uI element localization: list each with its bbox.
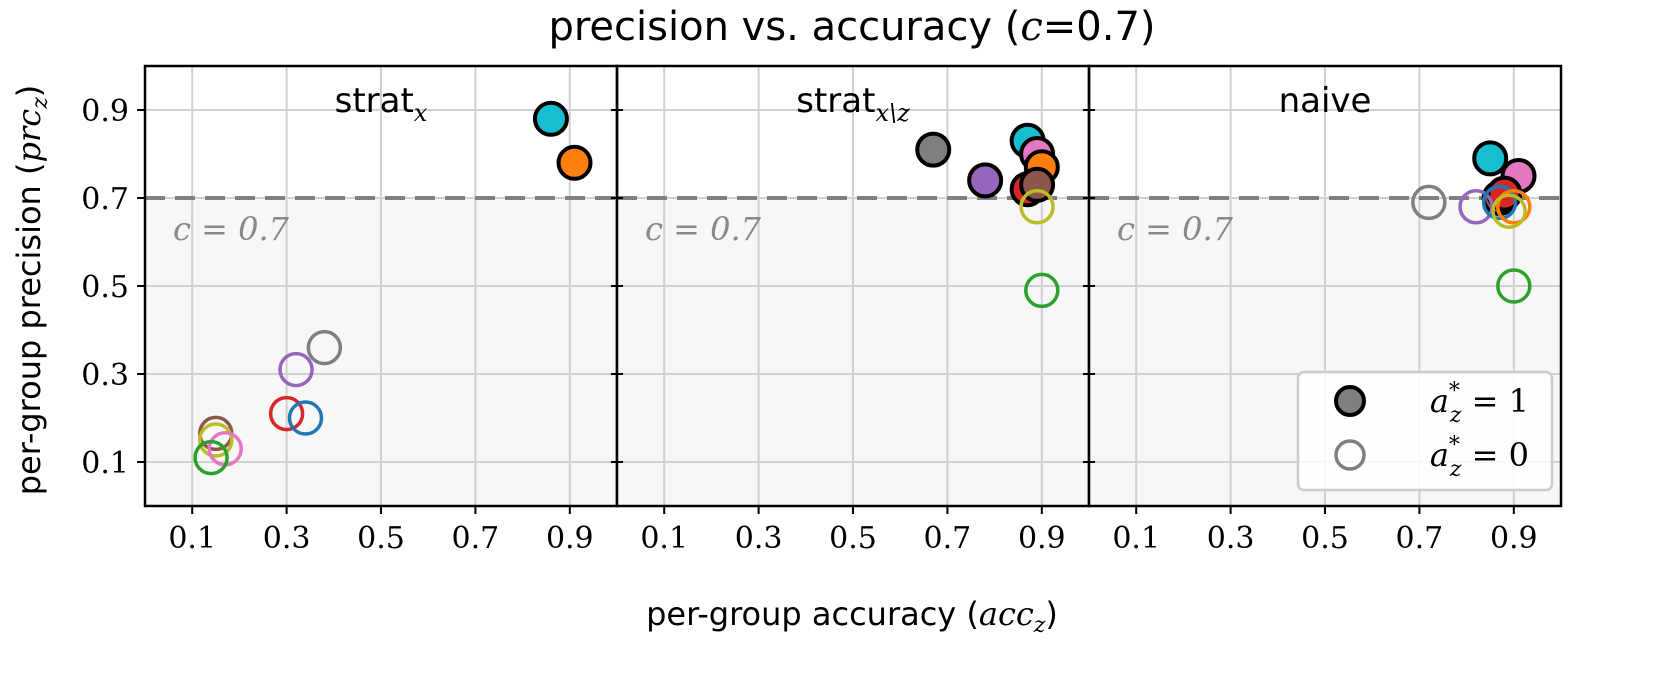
legend-label-hollow: a* z = 0 — [1430, 433, 1529, 482]
x-tick-label-4: 0.7 — [1396, 521, 1444, 556]
x-tick-label-2: 0.3 — [1207, 521, 1255, 556]
panel-title: stratx\z — [796, 81, 910, 127]
x-tick-label-2: 0.3 — [735, 521, 783, 556]
data-point-3 — [306, 329, 343, 366]
x-tick-label-1: 0.1 — [640, 521, 688, 556]
legend: a* z = 1 a* z = 0 — [1296, 370, 1554, 492]
data-point-1 — [1472, 140, 1509, 177]
threshold-label: c = 0.7 — [173, 210, 290, 248]
x-tick-label-5: 0.9 — [1018, 521, 1066, 556]
legend-label-filled: a* z = 1 — [1430, 379, 1529, 428]
x-tick-label-3: 0.5 — [1301, 521, 1349, 556]
data-point-4 — [278, 351, 314, 388]
x-axis-label-main: per-group accuracy ( — [646, 595, 979, 633]
data-point-9 — [1491, 193, 1527, 229]
chart-title: precision vs. accuracy (c=0.7) — [548, 4, 1155, 50]
threshold-label: c = 0.7 — [1117, 210, 1234, 248]
data-point-9 — [1024, 272, 1060, 309]
y-axis-label: per-group precision (prcz) — [10, 85, 53, 496]
x-axis-label-sub: z — [1033, 613, 1046, 638]
x-tick-label-4: 0.7 — [924, 521, 972, 556]
y-axis-label-close: ) — [10, 85, 48, 97]
panel-title-main: strat — [335, 81, 414, 121]
panel-title: stratx — [335, 81, 428, 127]
x-axis-label-var: acc — [979, 595, 1034, 633]
threshold-label: c = 0.7 — [645, 210, 762, 248]
y-axis-label-var: prc — [10, 109, 48, 163]
x-tick-label-5: 0.9 — [546, 521, 594, 556]
panel-title-main: strat — [796, 81, 875, 121]
title-main: precision vs. accuracy ( — [548, 4, 1020, 50]
legend-marker-filled — [1334, 385, 1366, 417]
panel-title-sub: x\z — [875, 99, 910, 127]
y-axis-label-main: per-group precision ( — [10, 163, 48, 496]
panel-1: c = 0.7 0.1 0.3 0.5 0.7 0.9 0.1 0.3 0.5 0.7 0.9 str… — [81, 64, 619, 556]
y-tick-label-2: 0.3 — [81, 358, 129, 393]
y-tick-label-4: 0.7 — [81, 182, 129, 217]
x-tick-label-1: 0.1 — [1112, 521, 1160, 556]
data-point-10 — [193, 439, 229, 476]
data-point-2 — [556, 144, 593, 181]
data-point-8 — [1496, 189, 1532, 225]
panel-title: naive — [1279, 81, 1372, 121]
panel-2: c = 0.7 0.1 0.3 0.5 0.7 0.9 stratx\z — [611, 64, 1091, 556]
x-tick-label-5: 0.9 — [1490, 521, 1538, 556]
x-tick-label-3: 0.5 — [357, 521, 405, 556]
x-tick-label-4: 0.7 — [452, 521, 500, 556]
data-point-7 — [1481, 184, 1518, 221]
y-axis-label-sub: z — [28, 97, 53, 110]
panel-title-sub: x — [414, 99, 428, 127]
data-point-5 — [268, 395, 305, 432]
data-point-6 — [287, 400, 324, 436]
x-tick-label-1: 0.1 — [168, 521, 216, 556]
x-tick-label-2: 0.3 — [263, 521, 311, 556]
data-point-8 — [198, 422, 234, 458]
panel-title-main: naive — [1279, 81, 1372, 121]
x-axis-label: per-group accuracy (accz) — [646, 595, 1058, 638]
y-tick-label-3: 0.5 — [81, 270, 129, 305]
y-tick-label-5: 0.9 — [81, 94, 129, 129]
title-eq: =0.7) — [1043, 4, 1156, 50]
data-point-2 — [967, 162, 1004, 199]
data-point-10 — [1496, 268, 1532, 304]
legend-marker-hollow — [1334, 439, 1366, 471]
x-tick-label-3: 0.5 — [829, 521, 877, 556]
x-axis-label-close: ) — [1045, 595, 1057, 633]
data-point-1 — [532, 100, 569, 137]
y-tick-label-1: 0.1 — [81, 446, 129, 481]
data-point-1 — [915, 131, 952, 168]
title-var: c — [1020, 4, 1042, 50]
data-point-5 — [1411, 184, 1447, 221]
data-point-8 — [1019, 189, 1055, 225]
